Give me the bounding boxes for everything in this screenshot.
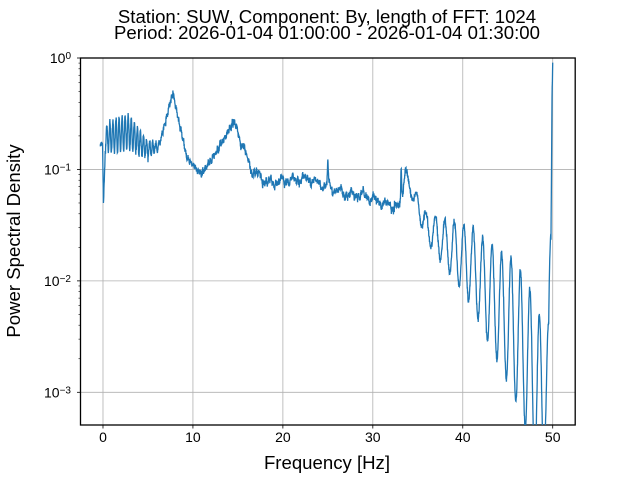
svg-text:0: 0	[99, 429, 107, 445]
svg-text:50: 50	[545, 429, 561, 445]
svg-text:20: 20	[275, 429, 291, 445]
svg-text:30: 30	[365, 429, 381, 445]
svg-text:Frequency [Hz]: Frequency [Hz]	[264, 452, 390, 473]
svg-text:Power Spectral Density: Power Spectral Density	[3, 144, 24, 338]
svg-text:Period: 2026-01-04 01:00:00 -: Period: 2026-01-04 01:00:00 - 2026-01-04…	[114, 22, 540, 43]
svg-text:40: 40	[455, 429, 471, 445]
svg-text:10: 10	[185, 429, 201, 445]
